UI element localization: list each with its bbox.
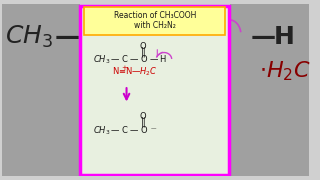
Text: O: O bbox=[140, 55, 147, 64]
Text: —: — bbox=[54, 25, 80, 49]
Text: O: O bbox=[140, 112, 146, 121]
Text: —: — bbox=[111, 126, 119, 135]
Text: Reaction of CH₃COOH: Reaction of CH₃COOH bbox=[114, 11, 196, 20]
Text: with CH₂N₂: with CH₂N₂ bbox=[134, 21, 176, 30]
Text: $CH_3$: $CH_3$ bbox=[93, 124, 110, 137]
Text: ‖: ‖ bbox=[140, 116, 145, 127]
FancyBboxPatch shape bbox=[80, 6, 229, 175]
Text: —: — bbox=[130, 126, 139, 135]
Text: —: — bbox=[130, 55, 139, 64]
Text: —: — bbox=[111, 55, 119, 64]
Text: ‖: ‖ bbox=[140, 46, 145, 57]
Text: $H_2C$: $H_2C$ bbox=[139, 66, 157, 78]
Text: H: H bbox=[274, 25, 294, 49]
Text: +: + bbox=[122, 65, 128, 71]
FancyBboxPatch shape bbox=[230, 4, 309, 176]
Text: C: C bbox=[122, 126, 128, 135]
Text: —: — bbox=[250, 25, 276, 49]
FancyBboxPatch shape bbox=[2, 4, 80, 176]
Text: ≡: ≡ bbox=[118, 67, 125, 76]
Text: —: — bbox=[151, 126, 156, 131]
Text: $CH_3$: $CH_3$ bbox=[4, 24, 52, 50]
Text: —: — bbox=[149, 55, 158, 64]
Text: O: O bbox=[140, 42, 146, 51]
Text: C: C bbox=[122, 55, 128, 64]
Text: N: N bbox=[112, 67, 118, 76]
FancyBboxPatch shape bbox=[84, 7, 226, 35]
Text: N: N bbox=[125, 67, 132, 76]
Text: $CH_3$: $CH_3$ bbox=[93, 53, 110, 66]
Text: —: — bbox=[132, 67, 140, 76]
Text: $\cdot H_2C$: $\cdot H_2C$ bbox=[259, 59, 311, 83]
Text: H: H bbox=[159, 55, 165, 64]
Text: O: O bbox=[140, 126, 147, 135]
